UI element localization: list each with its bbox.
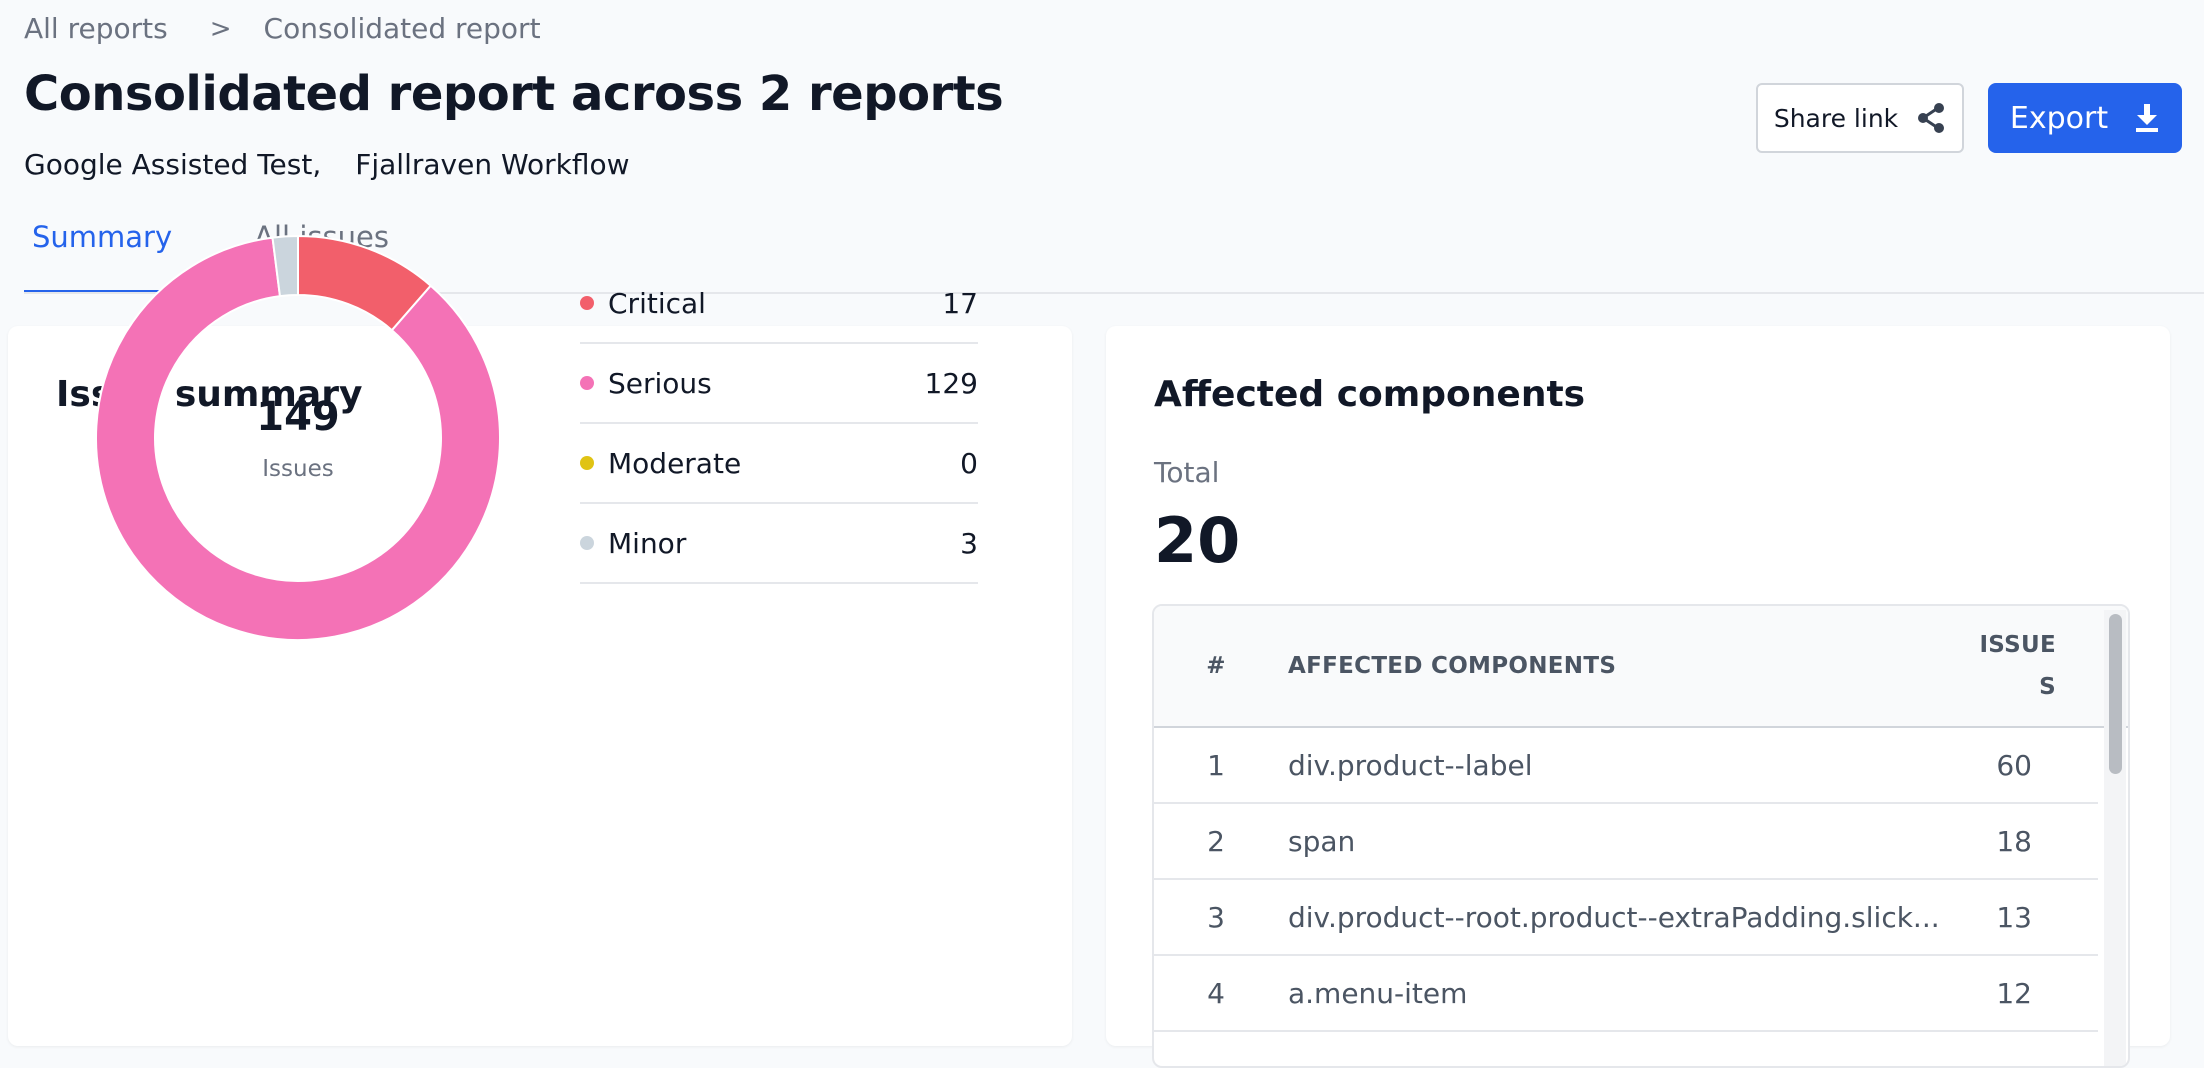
row-number: 1 xyxy=(1207,748,1225,782)
row-number: 4 xyxy=(1207,976,1225,1010)
share-link-button[interactable]: Share link xyxy=(1756,83,1964,153)
legend-value: 17 xyxy=(942,286,978,320)
row-issues: 12 xyxy=(1996,976,2032,1010)
legend-item-serious: Serious 129 xyxy=(580,344,978,424)
components-total: 20 xyxy=(1154,504,1241,577)
legend-label: Moderate xyxy=(608,446,742,480)
serious-dot-icon xyxy=(580,376,594,390)
chevron-right-icon: > xyxy=(209,13,232,44)
issue-donut-chart xyxy=(95,234,501,641)
legend-value: 3 xyxy=(960,526,978,560)
minor-dot-icon xyxy=(580,536,594,550)
tab-divider xyxy=(24,292,2204,294)
legend-value: 0 xyxy=(960,446,978,480)
row-issues: 13 xyxy=(1996,900,2032,934)
row-number: 2 xyxy=(1207,824,1225,858)
legend-label: Minor xyxy=(608,526,687,560)
export-label: Export xyxy=(2009,100,2109,136)
table-row: 3 div.product--root.product--extraPaddin… xyxy=(1154,880,2098,956)
row-issues: 18 xyxy=(1996,824,2032,858)
report-name: Google Assisted Test, xyxy=(24,148,322,181)
row-component: span xyxy=(1288,824,1356,858)
table-row: 2 span 18 xyxy=(1154,804,2098,880)
moderate-dot-icon xyxy=(580,456,594,470)
affected-components-card: Affected components Total 20 # AFFECTED … xyxy=(1106,326,2170,1068)
components-total-label: Total xyxy=(1154,456,1220,489)
legend-item-critical: Critical 17 xyxy=(580,264,978,344)
table-row: 1 div.product--label 60 xyxy=(1154,728,2098,804)
legend-item-moderate: Moderate 0 xyxy=(580,424,978,504)
report-names: Google Assisted Test, Fjallraven Workflo… xyxy=(24,148,630,181)
column-header-issues: ISSUES xyxy=(1979,632,2056,700)
share-link-label: Share link xyxy=(1773,103,1899,133)
breadcrumb-all-reports[interactable]: All reports xyxy=(24,12,168,45)
scrollbar-thumb[interactable] xyxy=(2109,614,2122,774)
row-issues: 60 xyxy=(1996,748,2032,782)
table-row: 4 a.menu-item 12 xyxy=(1154,956,2098,1032)
donut-slice-serious[interactable] xyxy=(95,236,501,641)
legend-value: 129 xyxy=(924,366,978,400)
breadcrumb: All reports > Consolidated report xyxy=(24,12,541,45)
row-component: div.product--root.product--extraPadding.… xyxy=(1288,900,1940,934)
critical-dot-icon xyxy=(580,296,594,310)
table-header: # AFFECTED COMPONENTS ISSUES xyxy=(1154,606,2128,728)
components-table: # AFFECTED COMPONENTS ISSUES 1 div.produ… xyxy=(1152,604,2130,1068)
row-number: 3 xyxy=(1207,900,1225,934)
report-name: Fjallraven Workflow xyxy=(355,148,630,181)
breadcrumb-current: Consolidated report xyxy=(263,12,541,45)
row-component: div.product--label xyxy=(1288,748,1533,782)
legend-label: Serious xyxy=(608,366,712,400)
column-header-components: AFFECTED COMPONENTS xyxy=(1288,653,1617,679)
export-button[interactable]: Export xyxy=(1988,83,2182,153)
donut-slice-minor[interactable] xyxy=(271,234,299,298)
legend-item-minor: Minor 3 xyxy=(580,504,978,584)
issue-legend: Critical 17 Serious 129 Moderate 0 Minor… xyxy=(580,264,978,584)
share-icon xyxy=(1918,103,1945,133)
download-icon xyxy=(2136,104,2159,132)
legend-label: Critical xyxy=(608,286,706,320)
page-title: Consolidated report across 2 reports xyxy=(24,66,1004,122)
table-scrollbar[interactable] xyxy=(2104,610,2126,1066)
row-component: a.menu-item xyxy=(1288,976,1468,1010)
column-header-number: # xyxy=(1206,653,1226,679)
affected-components-title: Affected components xyxy=(1154,374,1586,415)
